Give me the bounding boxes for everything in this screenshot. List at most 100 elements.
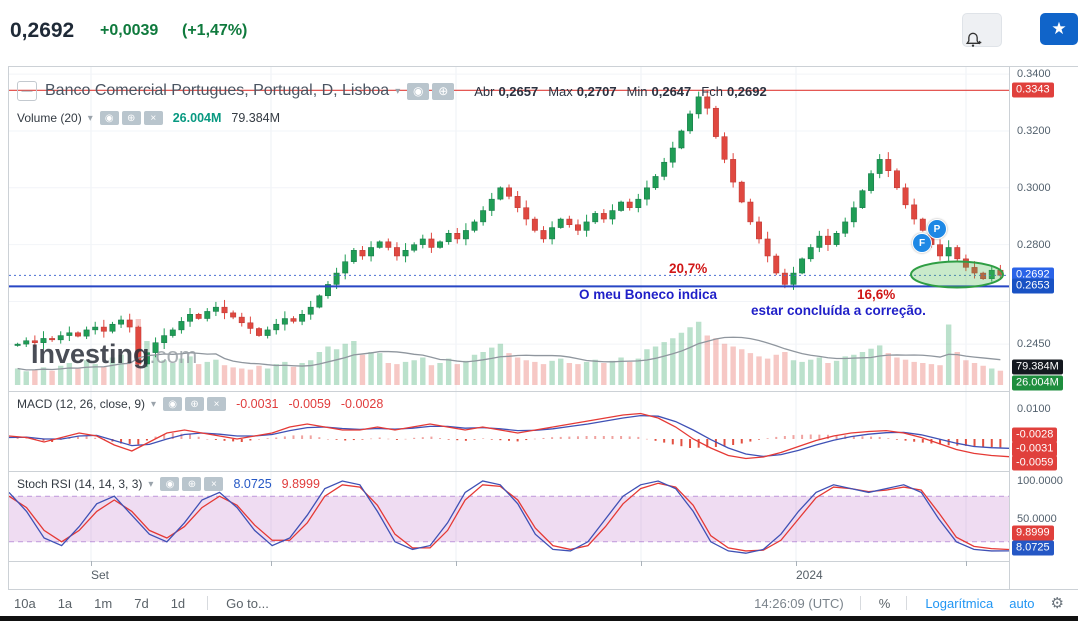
macd-pane[interactable] — [9, 391, 1009, 471]
logarithmic-scale-button[interactable]: Logarítmica — [925, 595, 994, 611]
caret-down-icon[interactable]: ▾ — [395, 85, 401, 97]
ohlc-label: Abr — [474, 83, 495, 99]
star-icon: ★ — [1051, 19, 1067, 38]
stoch-d-value: 9.8999 — [281, 477, 320, 491]
price-badge: 0.2653 — [1012, 278, 1054, 294]
ohlc-label: Min — [626, 83, 648, 99]
toolbar-divider — [859, 596, 861, 610]
scale-tick: 0.2800 — [1017, 238, 1051, 251]
chart-plot-area[interactable]: Investing.com 20,7% O meu Boneco indica … — [9, 67, 1009, 589]
time-tick — [966, 561, 967, 566]
marker-p-badge[interactable]: P — [927, 219, 947, 239]
ohlc-values: Abr 0,2657 Max 0,2707 Min 0,2647 Fch 0,2692 — [474, 84, 776, 99]
utc-clock: 14:26:09 (UTC) — [754, 595, 844, 611]
time-axis[interactable]: Set 2024 — [9, 561, 1009, 589]
time-axis-label: Set — [91, 568, 110, 582]
caret-down-icon[interactable]: ▾ — [87, 112, 93, 124]
toolbar-divider — [906, 596, 908, 610]
range-button-1m[interactable]: 1m — [94, 595, 113, 611]
settings-icon[interactable]: ⊕ — [432, 82, 455, 100]
macd-signal-value: -0.0059 — [288, 397, 331, 411]
stoch-indicator-label: Stoch RSI (14, 14, 3, 3) — [17, 477, 143, 491]
scale-tick: 0.3400 — [1017, 68, 1051, 81]
settings-gear-icon[interactable]: ⚙ — [1050, 595, 1064, 612]
stoch-rsi-pane[interactable] — [9, 471, 1009, 561]
range-button-1a[interactable]: 1a — [57, 595, 73, 611]
volume-indicator-label: Volume (20) — [17, 111, 82, 125]
bottom-edge-bar — [0, 616, 1078, 621]
watermark-brand: Investing — [31, 339, 150, 369]
volume-current-value: 26.004M — [172, 111, 222, 125]
time-tick — [456, 561, 457, 566]
eye-icon[interactable]: ◉ — [163, 397, 183, 411]
investing-watermark: Investing.com — [31, 339, 197, 370]
caret-down-icon[interactable]: ▾ — [151, 398, 157, 410]
quote-change: +0,0039 — [100, 22, 159, 39]
stoch-k-value: 8.0725 — [233, 477, 272, 491]
pane-separator[interactable] — [9, 391, 1078, 392]
price-badge: 0.3343 — [1012, 82, 1054, 98]
chart-title: Banco Comercial Portugues, Portugal, D, … — [45, 82, 390, 99]
eye-icon[interactable]: ◉ — [99, 111, 119, 125]
percent-scale-button[interactable]: % — [878, 595, 891, 611]
create-alert-button[interactable] — [962, 13, 1002, 47]
price-badge: -0.0028 — [1012, 427, 1058, 443]
volume-ma-value: 79.384M — [231, 111, 281, 125]
price-badge: 79.384M — [1012, 359, 1063, 375]
time-tick — [796, 561, 797, 566]
macd-indicator-label: MACD (12, 26, close, 9) — [17, 397, 146, 411]
top-header: 0,2692 +0,0039 (+1,47%) ★ — [0, 0, 1078, 62]
macd-legend-row: MACD (12, 26, close, 9) ▾ ◉ ⊕ × -0.0031 … — [17, 397, 383, 411]
toolbar-divider — [207, 596, 209, 610]
auto-scale-button[interactable]: auto — [1009, 595, 1035, 611]
price-scale[interactable]: 0.3400 0.3200 0.3000 0.2800 0.2450 0.3343 0.26… — [1009, 67, 1078, 589]
price-badge: -0.0059 — [1012, 455, 1058, 471]
scale-tick: 50.0000 — [1017, 513, 1057, 525]
quote-change-percent: (+1,47%) — [182, 22, 248, 39]
close-icon[interactable]: × — [143, 111, 163, 125]
goto-button[interactable]: Go to... — [226, 595, 269, 611]
caret-down-icon[interactable]: ▾ — [148, 478, 154, 490]
pane-separator[interactable] — [9, 471, 1078, 472]
toolbar-right: 14:26:09 (UTC) % Logarítmica auto ⚙ — [754, 594, 1064, 612]
price-badge: 8.0725 — [1012, 540, 1054, 556]
watermark-tld: .com — [149, 343, 198, 368]
time-tick — [641, 561, 642, 566]
scale-tick: 0.2450 — [1017, 338, 1051, 351]
ohlc-value: 0,2657 — [498, 83, 539, 99]
scale-tick: 0.3000 — [1017, 181, 1051, 194]
price-badge: 26.004M — [1012, 375, 1063, 391]
settings-icon[interactable]: ⊕ — [182, 477, 202, 491]
eye-icon[interactable]: ◉ — [407, 82, 430, 100]
range-button-10a[interactable]: 10a — [14, 595, 36, 611]
volume-legend-row: Volume (20) ▾ ◉ ⊕ × 26.004M 79.384M — [17, 111, 280, 125]
time-axis-label: 2024 — [796, 568, 823, 582]
chart-container: Investing.com 20,7% O meu Boneco indica … — [8, 66, 1078, 590]
time-tick — [271, 561, 272, 566]
range-button-7d[interactable]: 7d — [134, 595, 149, 611]
scale-tick: 0.0100 — [1017, 403, 1051, 415]
collapse-pane-icon[interactable]: — — [17, 81, 37, 101]
range-buttons: 10a 1a 1m 7d 1d Go to... — [14, 596, 279, 611]
range-button-1d[interactable]: 1d — [170, 595, 186, 611]
settings-icon[interactable]: ⊕ — [121, 111, 141, 125]
settings-icon[interactable]: ⊕ — [185, 397, 205, 411]
price-badge: 9.8999 — [1012, 525, 1054, 541]
quote-price: 0,2692 — [10, 19, 75, 42]
eye-icon[interactable]: ◉ — [160, 477, 180, 491]
scale-tick: 0.3200 — [1017, 124, 1051, 137]
annotation-note-2: estar concluída a correção. — [751, 303, 926, 318]
close-icon[interactable]: × — [204, 477, 224, 491]
bottom-toolbar: 10a 1a 1m 7d 1d Go to... 14:26:09 (UTC) % Log… — [0, 590, 1078, 616]
add-to-watchlist-button[interactable]: ★ — [1040, 13, 1078, 45]
ohlc-value: 0,2647 — [651, 83, 692, 99]
macd-value: -0.0031 — [236, 397, 279, 411]
price-badge: -0.0031 — [1012, 441, 1058, 457]
marker-f-badge[interactable]: F — [912, 233, 932, 253]
price-pane[interactable] — [9, 67, 1009, 391]
ohlc-value: 0,2692 — [726, 83, 767, 99]
pane-separator — [9, 561, 1078, 562]
scale-tick: 100.0000 — [1017, 475, 1063, 487]
macd-histogram-value: -0.0028 — [340, 397, 384, 411]
close-icon[interactable]: × — [207, 397, 227, 411]
